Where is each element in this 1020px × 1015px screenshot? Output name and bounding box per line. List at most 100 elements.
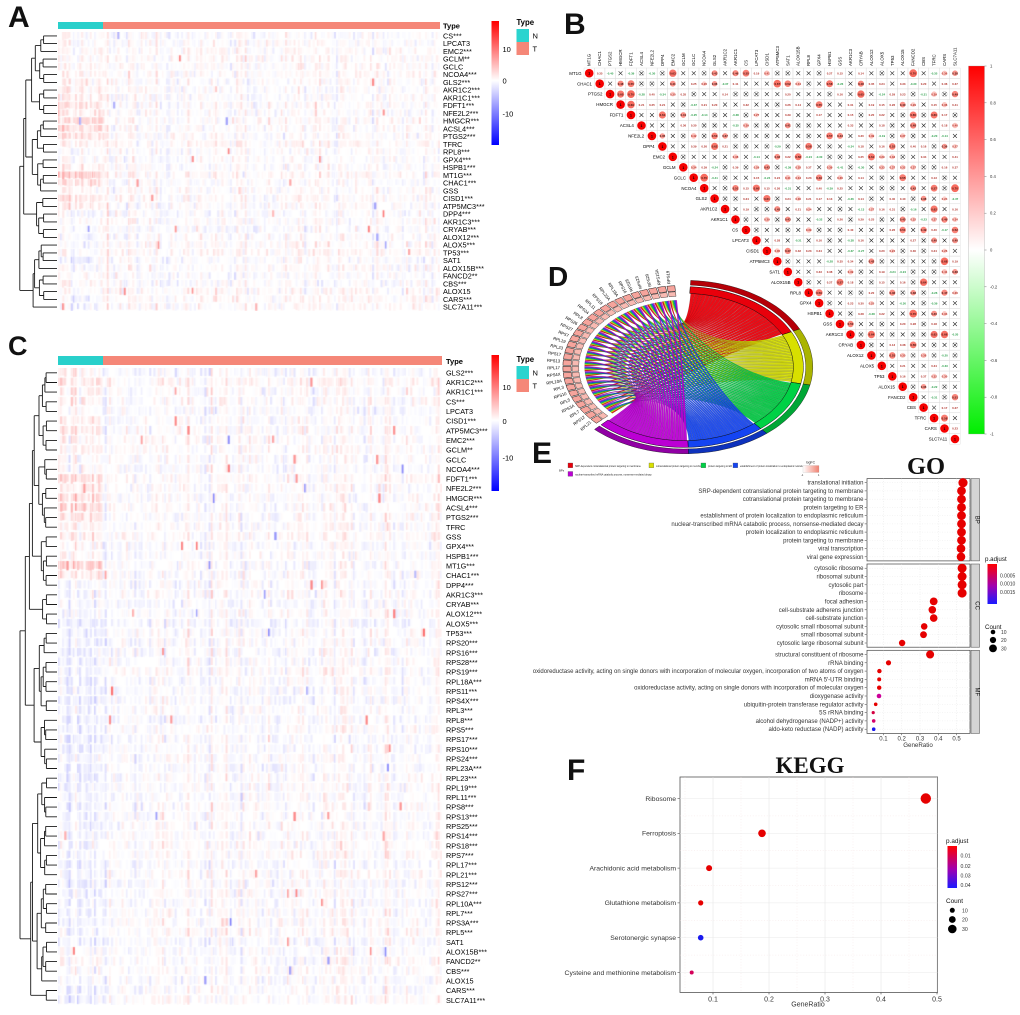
svg-text:0.34: 0.34	[795, 176, 801, 180]
svg-text:0.40: 0.40	[910, 145, 916, 149]
svg-text:0.21: 0.21	[806, 197, 812, 201]
svg-text:0.68: 0.68	[942, 260, 948, 264]
svg-text:0.6: 0.6	[990, 137, 996, 142]
svg-text:aldo-keto reductase (NADP) act: aldo-keto reductase (NADP) activity	[768, 727, 863, 733]
svg-text:cotranslational protein target: cotranslational protein targeting to mem…	[656, 465, 705, 468]
svg-text:0.50: 0.50	[848, 322, 854, 326]
svg-text:0.28: 0.28	[858, 312, 864, 316]
svg-text:0.38: 0.38	[921, 197, 927, 201]
svg-text:-0.37: -0.37	[952, 197, 959, 201]
svg-text:0.23: 0.23	[806, 249, 812, 253]
svg-text:RPL23***: RPL23***	[446, 774, 477, 783]
svg-text:TP53: TP53	[874, 374, 885, 379]
svg-text:0.32: 0.32	[910, 218, 916, 222]
svg-text:0.15: 0.15	[931, 103, 937, 107]
svg-text:HMGCR: HMGCR	[618, 49, 623, 66]
svg-text:-0.34: -0.34	[847, 145, 854, 149]
svg-text:0.03: 0.03	[961, 874, 971, 880]
svg-text:0.41: 0.41	[670, 82, 676, 86]
svg-text:1: 1	[745, 229, 747, 233]
svg-text:1: 1	[881, 364, 883, 368]
svg-text:RPS19***: RPS19***	[446, 668, 478, 677]
svg-text:0.15: 0.15	[837, 71, 843, 75]
svg-text:SRP-dependent cotranslational: SRP-dependent cotranslational protein ta…	[698, 489, 864, 495]
svg-text:RPS7: RPS7	[558, 329, 571, 338]
svg-text:0.38: 0.38	[921, 354, 927, 358]
svg-text:0.25: 0.25	[837, 186, 843, 190]
svg-text:0.27: 0.27	[910, 239, 916, 243]
svg-text:Glutathione metabolism: Glutathione metabolism	[605, 900, 677, 907]
svg-text:1: 1	[620, 103, 622, 107]
svg-text:Cysteine and methionine metabo: Cysteine and methionine metabolism	[565, 970, 677, 977]
svg-text:0.19: 0.19	[952, 260, 958, 264]
svg-text:ALOX15B: ALOX15B	[796, 46, 801, 66]
svg-text:0.39: 0.39	[827, 166, 833, 170]
svg-text:-0.30: -0.30	[910, 82, 917, 86]
svg-text:SLC7A11***: SLC7A11***	[446, 996, 485, 1005]
svg-text:-0.39: -0.39	[931, 301, 938, 305]
svg-text:TP53: TP53	[890, 55, 895, 66]
svg-text:MT1G: MT1G	[587, 53, 592, 66]
svg-text:DPP4: DPP4	[643, 144, 655, 149]
svg-text:0.35: 0.35	[680, 92, 686, 96]
svg-text:GCLC: GCLC	[691, 54, 696, 66]
svg-text:viral gene expression: viral gene expression	[807, 555, 864, 561]
svg-text:protein targeting to ER: protein targeting to ER	[803, 505, 864, 511]
svg-text:GCLM**: GCLM**	[446, 446, 473, 455]
svg-text:Type: Type	[517, 355, 535, 364]
svg-text:-10: -10	[503, 453, 514, 462]
svg-text:1: 1	[902, 385, 904, 389]
svg-text:-0.22: -0.22	[931, 385, 938, 389]
svg-text:0.2: 0.2	[898, 737, 907, 743]
svg-text:cytosolic ribosome: cytosolic ribosome	[814, 566, 864, 572]
svg-text:-0.30: -0.30	[899, 301, 906, 305]
svg-text:-0.27: -0.27	[858, 249, 865, 253]
svg-text:0.38: 0.38	[952, 71, 958, 75]
svg-text:-0.34: -0.34	[659, 92, 666, 96]
svg-text:0.5: 0.5	[952, 737, 961, 743]
svg-text:RPS3A***: RPS3A***	[446, 919, 479, 928]
svg-text:RPS13***: RPS13***	[446, 812, 478, 821]
svg-text:SLC7A11: SLC7A11	[929, 437, 948, 442]
svg-text:1: 1	[588, 72, 590, 76]
svg-text:cytosolic part: cytosolic part	[828, 583, 863, 589]
svg-text:0.15: 0.15	[754, 176, 760, 180]
svg-text:BP: BP	[974, 516, 980, 524]
svg-text:-0.14: -0.14	[701, 113, 708, 117]
svg-text:0.17: 0.17	[942, 406, 948, 410]
svg-text:0.15: 0.15	[743, 186, 749, 190]
svg-text:0.26: 0.26	[701, 145, 707, 149]
svg-text:CARS: CARS	[925, 426, 937, 431]
svg-text:0.24: 0.24	[879, 82, 885, 86]
svg-text:PTGS2***: PTGS2***	[446, 513, 479, 522]
svg-text:0.47: 0.47	[942, 291, 948, 295]
svg-text:viral transcription: viral transcription	[818, 547, 863, 553]
svg-text:0.62: 0.62	[712, 145, 718, 149]
svg-text:RPL10A***: RPL10A***	[446, 899, 482, 908]
svg-text:ALOX15B***: ALOX15B***	[446, 948, 487, 957]
svg-text:0.27: 0.27	[827, 280, 833, 284]
svg-text:0.38: 0.38	[952, 270, 958, 274]
svg-text:-0.35: -0.35	[931, 71, 938, 75]
svg-text:0.43: 0.43	[712, 71, 718, 75]
svg-text:MF: MF	[974, 687, 980, 696]
svg-text:0.2: 0.2	[990, 211, 996, 216]
svg-text:0.49: 0.49	[952, 92, 958, 96]
svg-text:0.27: 0.27	[952, 145, 958, 149]
svg-text:CHAC1: CHAC1	[577, 81, 592, 86]
svg-text:NCOA4***: NCOA4***	[443, 70, 477, 79]
svg-text:RPS17: RPS17	[548, 350, 562, 357]
svg-text:0.38: 0.38	[910, 291, 916, 295]
svg-text:1: 1	[630, 114, 632, 118]
svg-text:0.14: 0.14	[858, 176, 864, 180]
svg-text:0.43: 0.43	[837, 134, 843, 138]
svg-text:-1: -1	[801, 473, 804, 477]
svg-text:ALOX15: ALOX15	[878, 384, 895, 389]
svg-text:GeneRatio: GeneRatio	[903, 742, 933, 749]
svg-text:0.52: 0.52	[785, 82, 791, 86]
svg-text:0.55: 0.55	[628, 82, 634, 86]
svg-text:0.37: 0.37	[806, 166, 812, 170]
svg-text:small ribosomal subunit: small ribosomal subunit	[801, 633, 864, 639]
svg-text:0.60: 0.60	[910, 113, 916, 117]
svg-text:-0.23: -0.23	[920, 218, 927, 222]
